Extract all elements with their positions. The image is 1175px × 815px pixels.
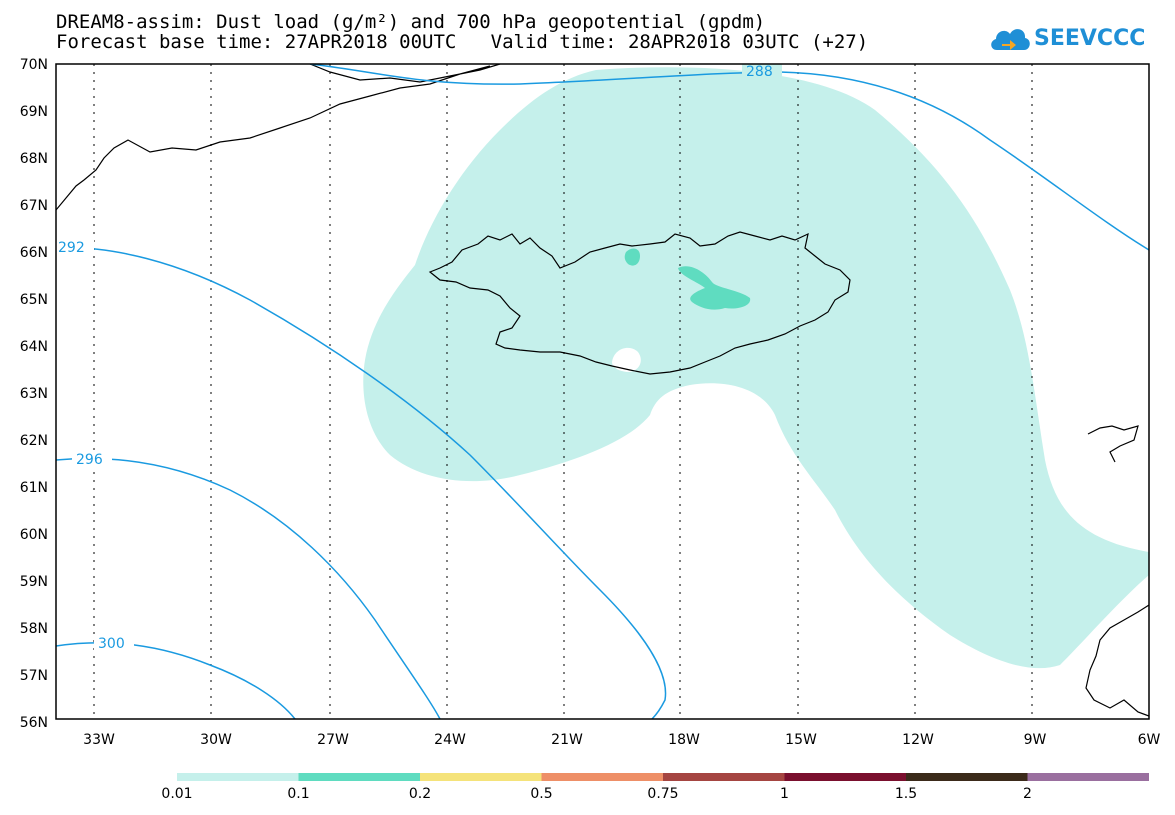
legend-swatch xyxy=(177,773,299,781)
legend-label: 0.75 xyxy=(647,786,678,802)
dust-gap xyxy=(612,347,641,372)
lon-label: 27W xyxy=(317,732,349,748)
logo-text: SEEVCCC xyxy=(1034,26,1146,51)
lat-label: 70N xyxy=(20,57,48,73)
lat-label: 66N xyxy=(20,245,48,261)
seevccc-logo: SEEVCCC xyxy=(988,20,1168,60)
lat-label: 65N xyxy=(20,292,48,308)
contour-label-296: 296 xyxy=(76,452,103,468)
legend-swatch xyxy=(906,773,1028,781)
contour-292-line xyxy=(56,246,667,719)
lon-label: 30W xyxy=(200,732,232,748)
lon-label: 33W xyxy=(83,732,115,748)
legend-swatch xyxy=(1027,773,1149,781)
lat-label: 59N xyxy=(20,574,48,590)
lon-label: 9W xyxy=(1024,732,1047,748)
lon-label: 6W xyxy=(1138,732,1161,748)
lon-axis: 33W 30W 27W 24W 21W 18W 15W 12W 9W 6W xyxy=(83,732,1160,748)
dust-area-low xyxy=(363,67,1149,669)
cloud-icon xyxy=(991,29,1030,50)
map-frame xyxy=(55,63,1150,720)
lat-label: 68N xyxy=(20,151,48,167)
lat-label: 64N xyxy=(20,339,48,355)
legend-swatch xyxy=(298,773,420,781)
lat-label: 60N xyxy=(20,527,48,543)
lon-label: 24W xyxy=(434,732,466,748)
iceland-coast xyxy=(428,231,851,375)
legend-label: 0.01 xyxy=(161,786,192,802)
legend-label: 1.5 xyxy=(895,786,917,802)
lat-axis: 70N 69N 68N 67N 66N 65N 64N 63N 62N 61N … xyxy=(20,57,48,731)
norway-coast xyxy=(1085,604,1149,717)
legend: 0.01 0.1 0.2 0.5 0.75 1 1.5 2 xyxy=(161,773,1149,802)
contour-label-288: 288 xyxy=(746,64,773,80)
contour-300-line xyxy=(56,642,296,719)
graticule xyxy=(93,64,1033,719)
plot-area: 288 292 296 300 xyxy=(56,64,1149,719)
faroe-coast xyxy=(1087,425,1139,463)
lat-label: 62N xyxy=(20,433,48,449)
lat-label: 56N xyxy=(20,715,48,731)
lat-label: 63N xyxy=(20,386,48,402)
lat-label: 69N xyxy=(20,104,48,120)
lon-label: 21W xyxy=(551,732,583,748)
contour-label-300: 300 xyxy=(98,636,125,652)
lat-label: 58N xyxy=(20,621,48,637)
greenland-coast xyxy=(56,64,501,211)
legend-swatch xyxy=(541,773,663,781)
map-title-line2: Forecast base time: 27APR2018 00UTC Vali… xyxy=(56,31,869,53)
legend-label: 0.5 xyxy=(530,786,552,802)
contour-label-292: 292 xyxy=(58,240,85,256)
legend-swatch xyxy=(420,773,542,781)
legend-swatch xyxy=(663,773,785,781)
dust-area-mid-2 xyxy=(624,248,640,266)
coastlines xyxy=(56,64,1149,717)
legend-label: 2 xyxy=(1023,786,1032,802)
lon-label: 15W xyxy=(785,732,817,748)
contour-296-line xyxy=(56,457,441,719)
legend-swatch xyxy=(784,773,906,781)
lon-label: 18W xyxy=(668,732,700,748)
lat-label: 67N xyxy=(20,198,48,214)
legend-label: 1 xyxy=(780,786,789,802)
dust-area-mid-1 xyxy=(678,266,751,310)
lat-label: 61N xyxy=(20,480,48,496)
map-title-line1: DREAM8-assim: Dust load (g/m²) and 700 h… xyxy=(56,11,766,33)
lat-label: 57N xyxy=(20,668,48,684)
legend-label: 0.2 xyxy=(409,786,431,802)
legend-label: 0.1 xyxy=(287,786,309,802)
lon-label: 12W xyxy=(902,732,934,748)
